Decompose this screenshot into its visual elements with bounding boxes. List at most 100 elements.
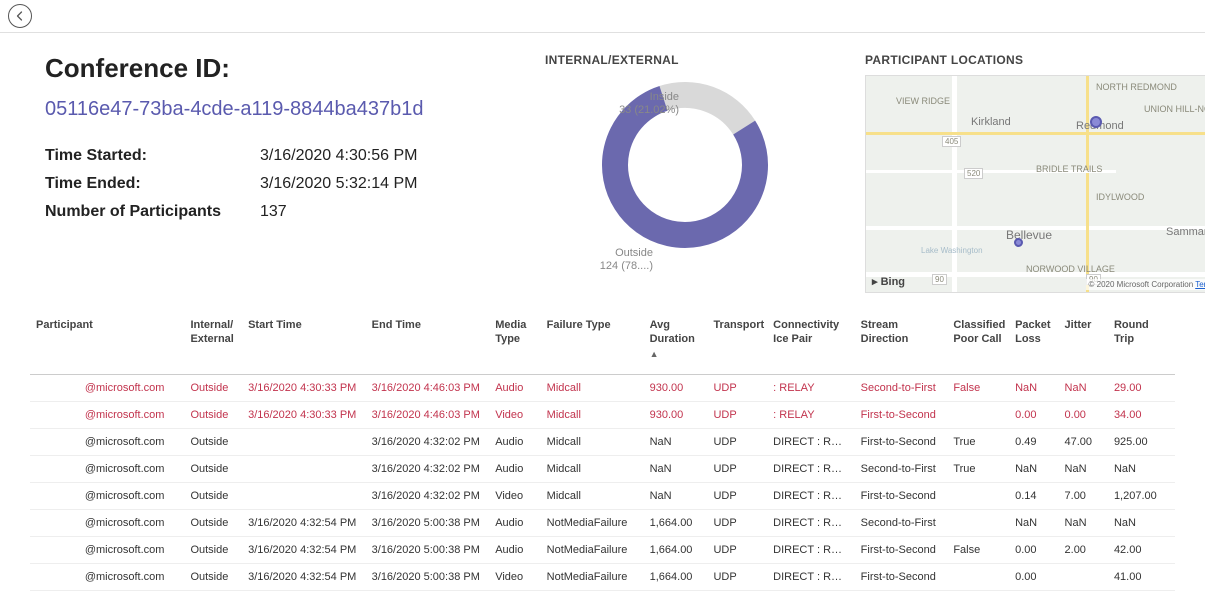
cell-avgdur: 1,664.00 bbox=[644, 563, 708, 590]
cell-transport: UDP bbox=[707, 374, 767, 401]
cell-start bbox=[242, 455, 366, 482]
cell-media: Video bbox=[489, 401, 540, 428]
map-terms-link[interactable]: Terms bbox=[1195, 280, 1205, 289]
participant-count-value: 137 bbox=[260, 203, 287, 221]
col-failure-type[interactable]: Failure Type bbox=[541, 313, 644, 374]
cell-jitter: NaN bbox=[1059, 509, 1108, 536]
legend-inside-label: Inside bbox=[650, 91, 679, 103]
col-jitter[interactable]: Jitter bbox=[1059, 313, 1108, 374]
col-internal-external[interactable]: Internal/ External bbox=[184, 313, 242, 374]
cell-media: Video bbox=[489, 482, 540, 509]
table-row[interactable]: @microsoft.comOutside3/16/2020 4:30:33 P… bbox=[30, 401, 1175, 428]
cell-failure: Midcall bbox=[541, 401, 644, 428]
cell-ice: DIRECT : RELAY bbox=[767, 536, 855, 563]
cell-rtt: 925.00 bbox=[1108, 428, 1175, 455]
cell-media: Audio bbox=[489, 536, 540, 563]
map-attribution: © 2020 Microsoft Corporation Terms bbox=[1086, 279, 1205, 290]
col-connectivity-ice-pair[interactable]: Connectivity Ice Pair bbox=[767, 313, 855, 374]
map-road bbox=[866, 132, 1205, 135]
cell-end: 3/16/2020 5:00:38 PM bbox=[366, 563, 490, 590]
map-road bbox=[1086, 76, 1089, 293]
cell-avgdur: 930.00 bbox=[644, 401, 708, 428]
legend-inside-value: 33 (21.02%) bbox=[619, 104, 679, 116]
streams-table: Participant Internal/ External Start Tim… bbox=[30, 313, 1175, 591]
cell-failure: NotMediaFailure bbox=[541, 509, 644, 536]
table-row[interactable]: @microsoft.comOutside3/16/2020 4:30:33 P… bbox=[30, 374, 1175, 401]
table-row[interactable]: @microsoft.comOutside3/16/2020 4:32:02 P… bbox=[30, 428, 1175, 455]
cell-loss: 0.49 bbox=[1009, 428, 1058, 455]
col-round-trip[interactable]: Round Trip bbox=[1108, 313, 1175, 374]
col-transport[interactable]: Transport bbox=[707, 313, 767, 374]
cell-transport: UDP bbox=[707, 482, 767, 509]
map-label: Sammamish bbox=[1166, 226, 1205, 238]
cell-jitter: 47.00 bbox=[1059, 428, 1108, 455]
col-start-time[interactable]: Start Time bbox=[242, 313, 366, 374]
cell-jitter: NaN bbox=[1059, 374, 1108, 401]
map-shield: 520 bbox=[964, 168, 983, 179]
map-label: Lake Washington bbox=[921, 246, 983, 255]
cell-end: 3/16/2020 4:46:03 PM bbox=[366, 401, 490, 428]
map-label: IDYLWOOD bbox=[1096, 192, 1144, 202]
col-packet-loss[interactable]: Packet Loss bbox=[1009, 313, 1058, 374]
col-media-type[interactable]: Media Type bbox=[489, 313, 540, 374]
legend-outside-value: 124 (78....) bbox=[600, 260, 653, 272]
cell-poor: True bbox=[947, 428, 1009, 455]
col-avg-duration[interactable]: Avg Duration▲ bbox=[644, 313, 708, 374]
cell-ice: DIRECT : RELAY bbox=[767, 563, 855, 590]
table-row[interactable]: @microsoft.comOutside3/16/2020 4:32:54 P… bbox=[30, 563, 1175, 590]
table-row[interactable]: @microsoft.comOutside3/16/2020 4:32:54 P… bbox=[30, 536, 1175, 563]
table-row[interactable]: @microsoft.comOutside3/16/2020 4:32:54 P… bbox=[30, 509, 1175, 536]
participant-locations: PARTICIPANT LOCATIONS VIEW RIDGE Kirklan… bbox=[865, 53, 1205, 293]
map-label: Kirkland bbox=[971, 116, 1011, 128]
internal-external-chart: INTERNAL/EXTERNAL Inside 33 (21.02%) Out… bbox=[545, 53, 825, 293]
col-classified-poor-call[interactable]: Classified Poor Call bbox=[947, 313, 1009, 374]
cell-transport: UDP bbox=[707, 536, 767, 563]
cell-poor bbox=[947, 401, 1009, 428]
table-row[interactable]: @microsoft.comOutside3/16/2020 4:32:02 P… bbox=[30, 482, 1175, 509]
cell-intext: Outside bbox=[184, 428, 242, 455]
col-end-time[interactable]: End Time bbox=[366, 313, 490, 374]
cell-loss: NaN bbox=[1009, 374, 1058, 401]
cell-stream: Second-to-First bbox=[855, 509, 948, 536]
cell-participant: @microsoft.com bbox=[30, 401, 184, 428]
time-ended-label: Time Ended: bbox=[45, 175, 260, 193]
back-button[interactable] bbox=[8, 4, 32, 28]
cell-media: Audio bbox=[489, 455, 540, 482]
map-pin[interactable] bbox=[1014, 238, 1023, 247]
cell-failure: Midcall bbox=[541, 455, 644, 482]
cell-rtt: 42.00 bbox=[1108, 536, 1175, 563]
cell-avgdur: NaN bbox=[644, 482, 708, 509]
cell-transport: UDP bbox=[707, 509, 767, 536]
cell-start bbox=[242, 428, 366, 455]
cell-jitter: NaN bbox=[1059, 455, 1108, 482]
cell-media: Audio bbox=[489, 374, 540, 401]
cell-start bbox=[242, 482, 366, 509]
cell-intext: Outside bbox=[184, 563, 242, 590]
cell-loss: 0.00 bbox=[1009, 401, 1058, 428]
table-header: Participant Internal/ External Start Tim… bbox=[30, 313, 1175, 374]
col-participant[interactable]: Participant bbox=[30, 313, 184, 374]
cell-start: 3/16/2020 4:32:54 PM bbox=[242, 563, 366, 590]
map-pin[interactable] bbox=[1090, 116, 1102, 128]
cell-media: Audio bbox=[489, 428, 540, 455]
conference-info: Conference ID: 05116e47-73ba-4cde-a119-8… bbox=[45, 53, 505, 293]
cell-loss: NaN bbox=[1009, 455, 1058, 482]
cell-poor: False bbox=[947, 536, 1009, 563]
cell-poor: False bbox=[947, 374, 1009, 401]
col-stream-direction[interactable]: Stream Direction bbox=[855, 313, 948, 374]
bing-text: Bing bbox=[881, 276, 905, 288]
table-body: @microsoft.comOutside3/16/2020 4:30:33 P… bbox=[30, 374, 1175, 590]
cell-media: Audio bbox=[489, 509, 540, 536]
cell-rtt: NaN bbox=[1108, 455, 1175, 482]
cell-jitter bbox=[1059, 563, 1108, 590]
cell-intext: Outside bbox=[184, 536, 242, 563]
map-label: Bellevue bbox=[1006, 228, 1052, 242]
cell-end: 3/16/2020 4:46:03 PM bbox=[366, 374, 490, 401]
map-canvas[interactable]: VIEW RIDGE Kirkland Redmond Bellevue Sam… bbox=[865, 75, 1205, 293]
cell-avgdur: NaN bbox=[644, 428, 708, 455]
table-row[interactable]: @microsoft.comOutside3/16/2020 4:32:02 P… bbox=[30, 455, 1175, 482]
cell-failure: Midcall bbox=[541, 482, 644, 509]
cell-rtt: 1,207.00 bbox=[1108, 482, 1175, 509]
cell-ice: DIRECT : RELAY bbox=[767, 509, 855, 536]
cell-intext: Outside bbox=[184, 509, 242, 536]
